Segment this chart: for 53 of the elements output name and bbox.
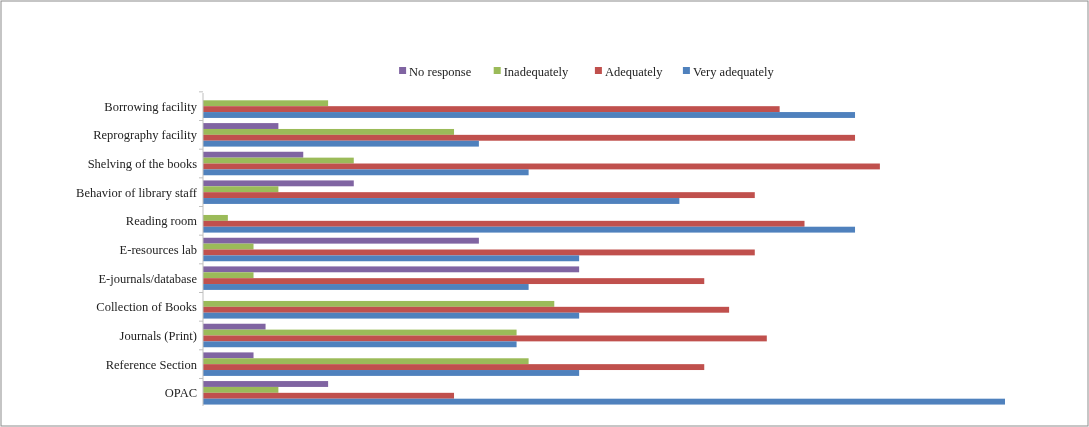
bar [203,140,479,147]
y-tick-label: E-journals/database [98,271,198,286]
bar [203,123,279,129]
y-tick-label: Behavior of library staff [76,185,198,200]
y-tick-label: E-resources lab [119,242,197,257]
bar [203,112,856,118]
bar [203,306,730,313]
bar [203,272,254,279]
bar [203,370,580,376]
bar [203,128,455,135]
legend-label: Adequately [604,65,664,80]
bar [203,157,354,164]
bar [203,352,254,359]
y-tick-label: Borrowing facility [104,99,198,114]
bar [203,243,254,250]
bar [203,100,329,107]
bar [203,300,555,307]
bar [203,186,279,193]
y-tick-label: Journals (Print) [119,328,197,343]
y-tick-label: Collection of Books [96,300,198,315]
bar [203,192,755,199]
bar [203,220,805,227]
bar [203,134,856,141]
bar [203,386,279,393]
y-tick-label: Reference Section [105,357,198,372]
bar [203,398,1005,405]
bar [203,284,529,290]
bar [203,169,529,176]
y-tick-label: Reprography facility [93,128,198,143]
y-tick-label: Reading room [125,214,198,229]
y-tick-label: Shelving of the books [87,156,198,171]
bar [203,335,767,342]
bar [203,312,580,319]
bar [203,151,304,158]
bar [203,278,705,285]
bar [203,106,780,113]
bar [203,255,580,262]
bar [203,364,705,371]
bar [203,358,529,365]
bar [203,226,856,233]
bar [203,214,228,221]
bar [203,266,580,273]
legend-label: Very adequately [692,65,775,80]
bar [203,237,479,244]
legend-label: Inadequately [503,65,569,80]
bar [203,341,517,348]
y-tick-label: OPAC [164,386,197,401]
bar [203,323,266,330]
bar [203,180,354,187]
legend-label: No response [409,65,472,80]
bar [203,392,455,399]
bar [203,381,329,387]
bar [203,198,680,204]
